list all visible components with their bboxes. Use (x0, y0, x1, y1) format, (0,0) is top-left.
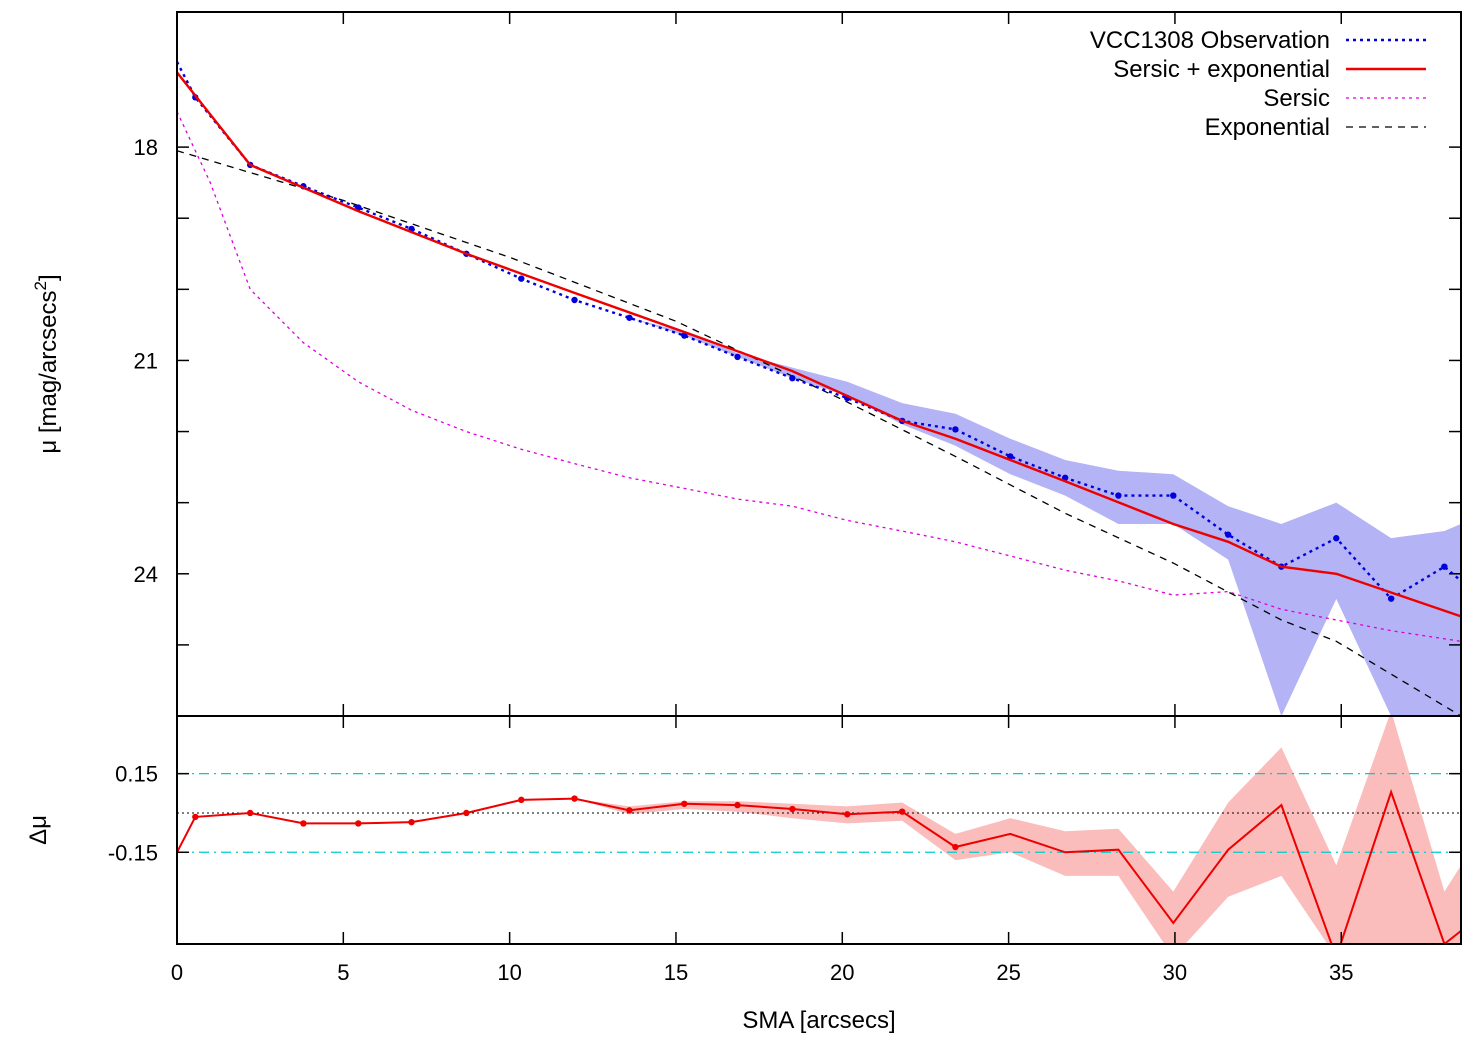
residual-point (681, 800, 688, 807)
x-axis-title: SMA [arcsecs] (742, 1007, 895, 1034)
series-line-vcc1308-observation (177, 61, 1461, 601)
observation-point (681, 332, 688, 339)
top-y-axis-title: μ [mag/arcsecs2] (31, 274, 62, 453)
residual-point (734, 801, 741, 809)
bottom-plot-frame (176, 715, 1462, 945)
observation-error-band (177, 61, 1461, 716)
residual-point (463, 809, 470, 817)
bottom-y-tick-label: -0.15 (108, 840, 158, 865)
legend-label: Sersic (1263, 85, 1330, 112)
residual-point (952, 843, 959, 851)
series-line-sersic-exponential (177, 71, 1461, 618)
residual-point (898, 808, 906, 815)
observation-point (1170, 492, 1177, 499)
residual-lines (177, 773, 1461, 944)
legend-label: VCC1308 Observation (1090, 27, 1330, 54)
residual-point (626, 807, 633, 814)
top-y-tick-label: 21 (134, 348, 158, 373)
residual-point (408, 818, 415, 826)
observation-point (1224, 531, 1232, 538)
residual-point (844, 811, 851, 818)
legend-label: Exponential (1205, 114, 1330, 141)
x-tick-label: 10 (497, 960, 521, 985)
observation-point (734, 353, 741, 361)
residual-point (246, 809, 254, 817)
observation-point (1387, 595, 1395, 602)
x-tick-label: 35 (1329, 960, 1353, 985)
observation-point (518, 275, 525, 282)
x-tick-label: 0 (171, 960, 183, 985)
residual-point (571, 795, 578, 802)
top-axis-ticks: 18 21 24 (134, 12, 1461, 716)
legend-label: Sersic + exponential (1113, 56, 1330, 83)
observation-point (1333, 535, 1340, 542)
residual-point (192, 813, 199, 821)
observation-point (571, 296, 578, 304)
residual-line (177, 788, 1461, 944)
x-tick-label: 30 (1163, 960, 1187, 985)
top-y-tick-label: 18 (134, 135, 158, 160)
top-y-tick-label: 24 (134, 562, 158, 587)
residual-point (355, 820, 362, 827)
observation-point (1441, 563, 1448, 570)
series-line-exponential (177, 150, 1461, 716)
residual-error-band (177, 716, 1461, 944)
top-panel: 18 21 24 μ [mag/arcsecs2] VCC1308 Observat… (31, 11, 1462, 717)
observation-point (1115, 492, 1122, 499)
observation-error-band-inner (177, 61, 1461, 716)
x-tick-label: 15 (664, 960, 688, 985)
observation-point (789, 375, 796, 382)
observation-point (1007, 453, 1014, 460)
bottom-y-axis-title: Δμ (25, 815, 52, 845)
residual-error-band-shape (177, 716, 1461, 944)
top-series-lines (177, 61, 1461, 716)
x-tick-label: 25 (996, 960, 1020, 985)
bottom-y-tick-label: 0.15 (115, 762, 158, 787)
residual-point (300, 820, 307, 827)
bottom-panel: 0 5 10 15 20 25 30 35 0.15 -0.15 Δμ SMA [arcsecs] (25, 715, 1462, 1034)
residual-point (518, 796, 525, 804)
observation-point (626, 314, 633, 321)
x-tick-label: 5 (337, 960, 349, 985)
residual-point (789, 805, 796, 813)
x-tick-label: 20 (830, 960, 854, 985)
bottom-axis-ticks: 0 5 10 15 20 25 30 35 0.15 -0.15 (108, 716, 1461, 985)
observation-point (952, 426, 959, 433)
